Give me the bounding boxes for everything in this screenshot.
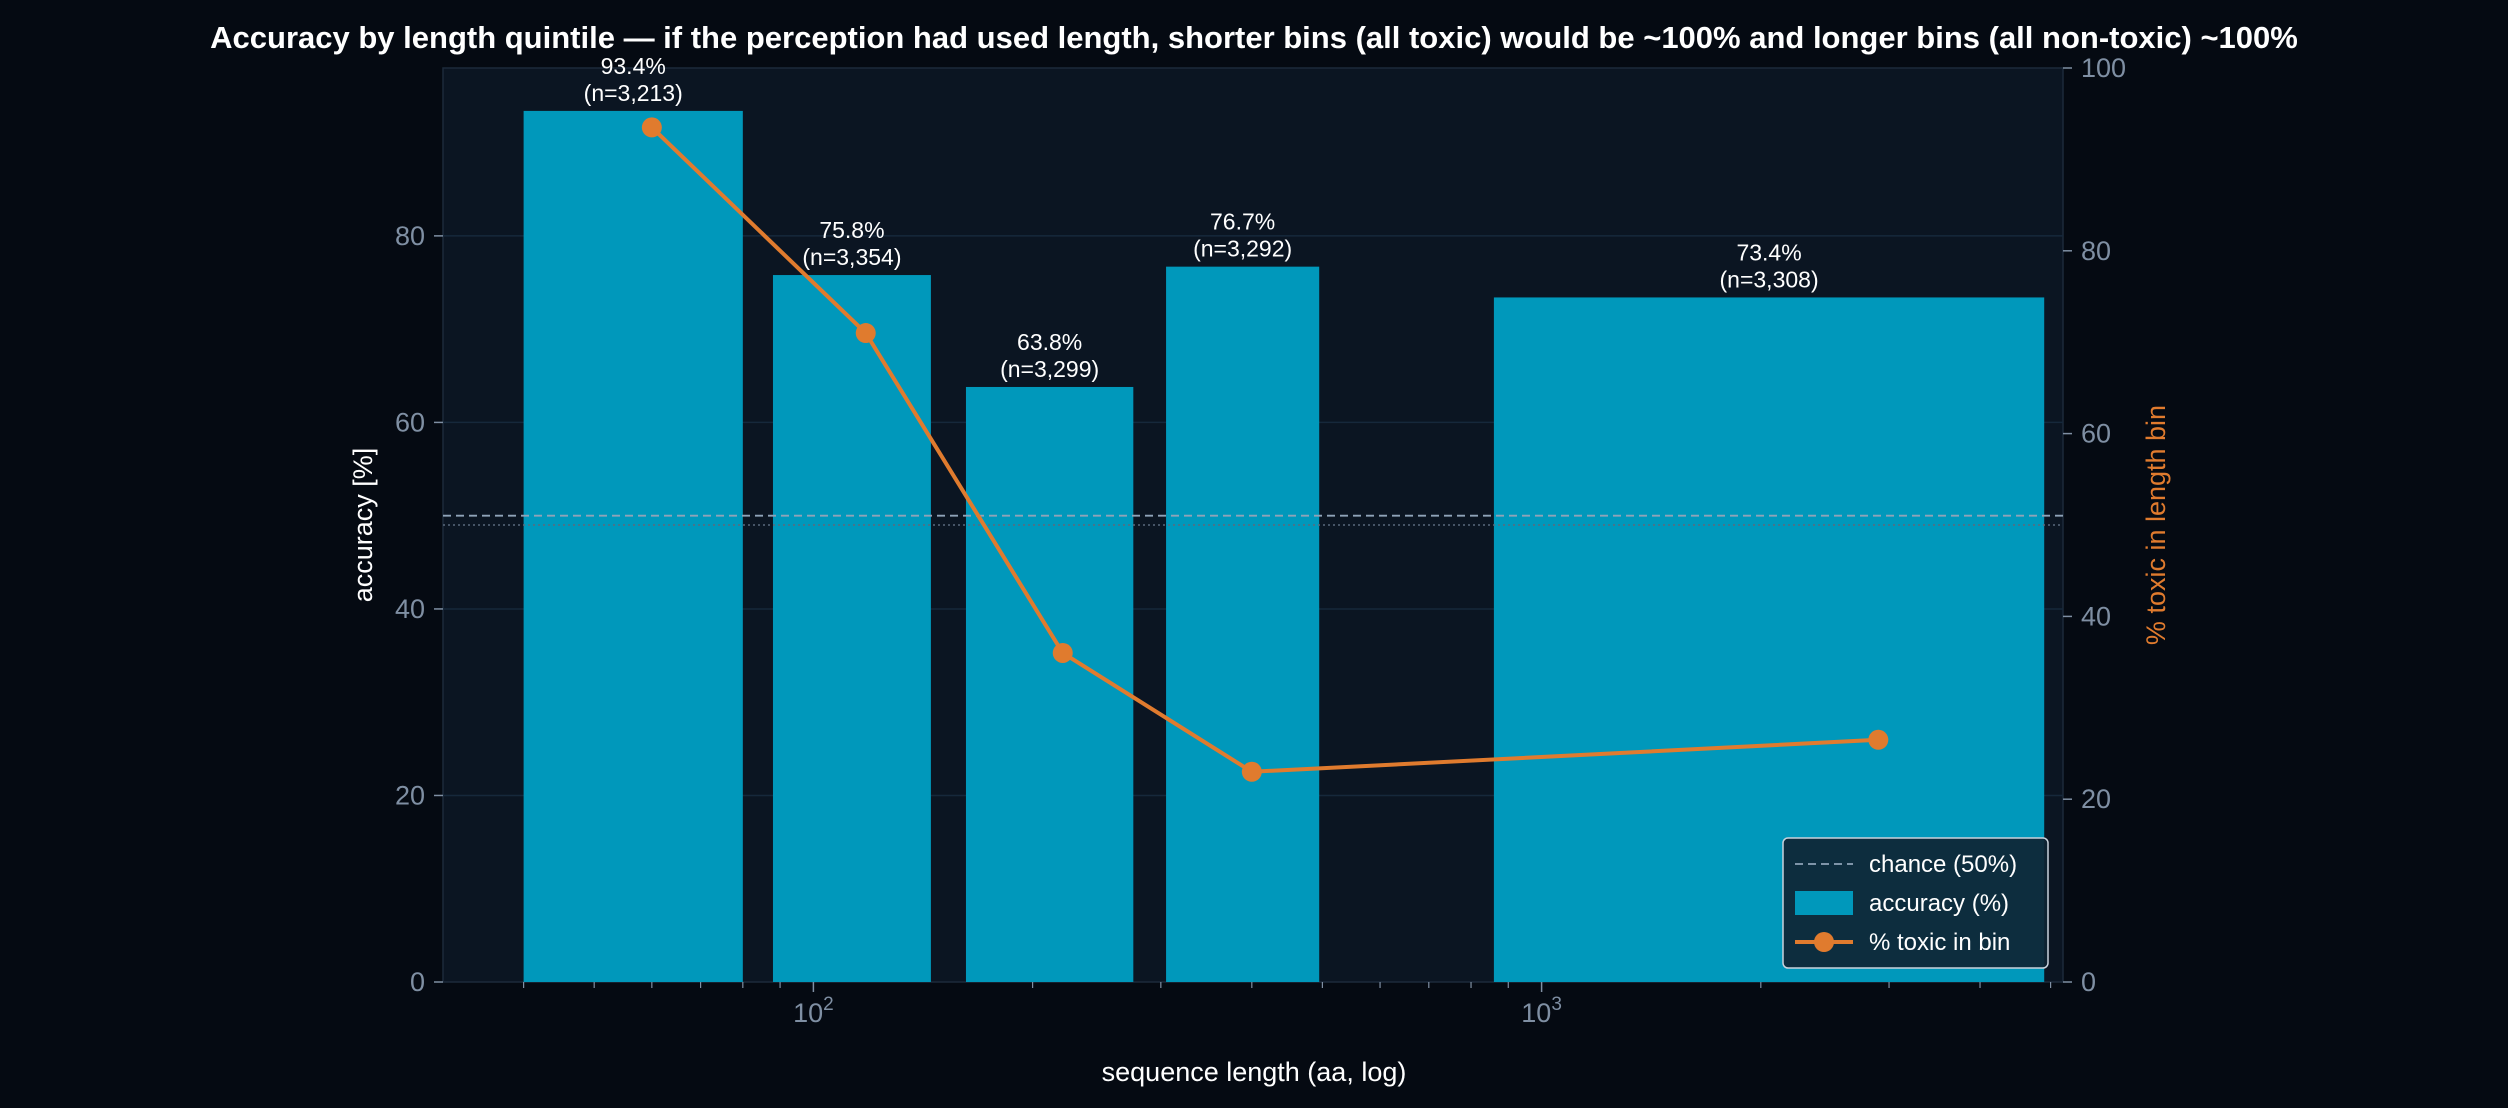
toxic-series xyxy=(641,117,1889,782)
toxic-point xyxy=(855,323,876,344)
y2-tick-label: 100 xyxy=(2081,53,2126,83)
bar-count-label: (n=3,213) xyxy=(584,80,683,106)
y-tick-label: 0 xyxy=(410,967,425,997)
y2-axis-label: % toxic in length bin xyxy=(2141,405,2171,645)
y-axis-label: accuracy [%] xyxy=(348,448,378,603)
x-tick-label: 103 xyxy=(1521,994,1562,1028)
bar-count-label: (n=3,292) xyxy=(1193,236,1292,262)
toxic-point xyxy=(1868,729,1889,750)
bar-accuracy-label: 63.8% xyxy=(1017,329,1082,355)
chart-title: Accuracy by length quintile — if the per… xyxy=(210,20,2298,55)
toxic-point xyxy=(641,117,662,138)
y-tick-label: 40 xyxy=(395,594,425,624)
legend-label: % toxic in bin xyxy=(1869,929,2010,956)
x-axis-label: sequence length (aa, log) xyxy=(1102,1057,1407,1087)
bar-count-label: (n=3,354) xyxy=(802,244,901,270)
legend-box xyxy=(1782,837,2049,969)
accuracy-bar xyxy=(965,386,1134,982)
bar-accuracy-label: 73.4% xyxy=(1736,239,1801,265)
bar-accuracy-label: 76.7% xyxy=(1210,209,1275,235)
legend-toxic-swatch-marker xyxy=(1814,932,1834,952)
bar-accuracy-label: 93.4% xyxy=(601,53,666,79)
bar-count-label: (n=3,299) xyxy=(1000,356,1099,382)
accuracy-bar xyxy=(1166,266,1320,982)
y-tick-label: 80 xyxy=(395,221,425,251)
bar-count-label: (n=3,308) xyxy=(1720,266,1819,292)
toxic-point xyxy=(1241,761,1262,782)
chance-lines xyxy=(443,514,2063,526)
legend-label: chance (50%) xyxy=(1869,851,2017,878)
y2-tick-label: 60 xyxy=(2081,419,2111,449)
y-tick-label: 20 xyxy=(395,780,425,810)
legend-label: accuracy (%) xyxy=(1869,890,2009,917)
y2-tick-label: 20 xyxy=(2081,784,2111,814)
y2-tick-label: 0 xyxy=(2081,967,2096,997)
legend: chance (50%) accuracy (%) % toxic in bin xyxy=(1782,837,2049,969)
toxic-point xyxy=(1052,642,1073,663)
y2-tick-label: 80 xyxy=(2081,236,2111,266)
legend-accuracy-swatch xyxy=(1795,891,1853,915)
bar-labels: 93.4%(n=3,213)75.8%(n=3,354)63.8%(n=3,29… xyxy=(584,53,1819,382)
accuracy-bar xyxy=(523,110,743,982)
y-tick-label: 60 xyxy=(395,407,425,437)
bar-accuracy-label: 75.8% xyxy=(819,217,884,243)
accuracy-bar xyxy=(772,275,931,983)
y2-tick-label: 40 xyxy=(2081,601,2111,631)
